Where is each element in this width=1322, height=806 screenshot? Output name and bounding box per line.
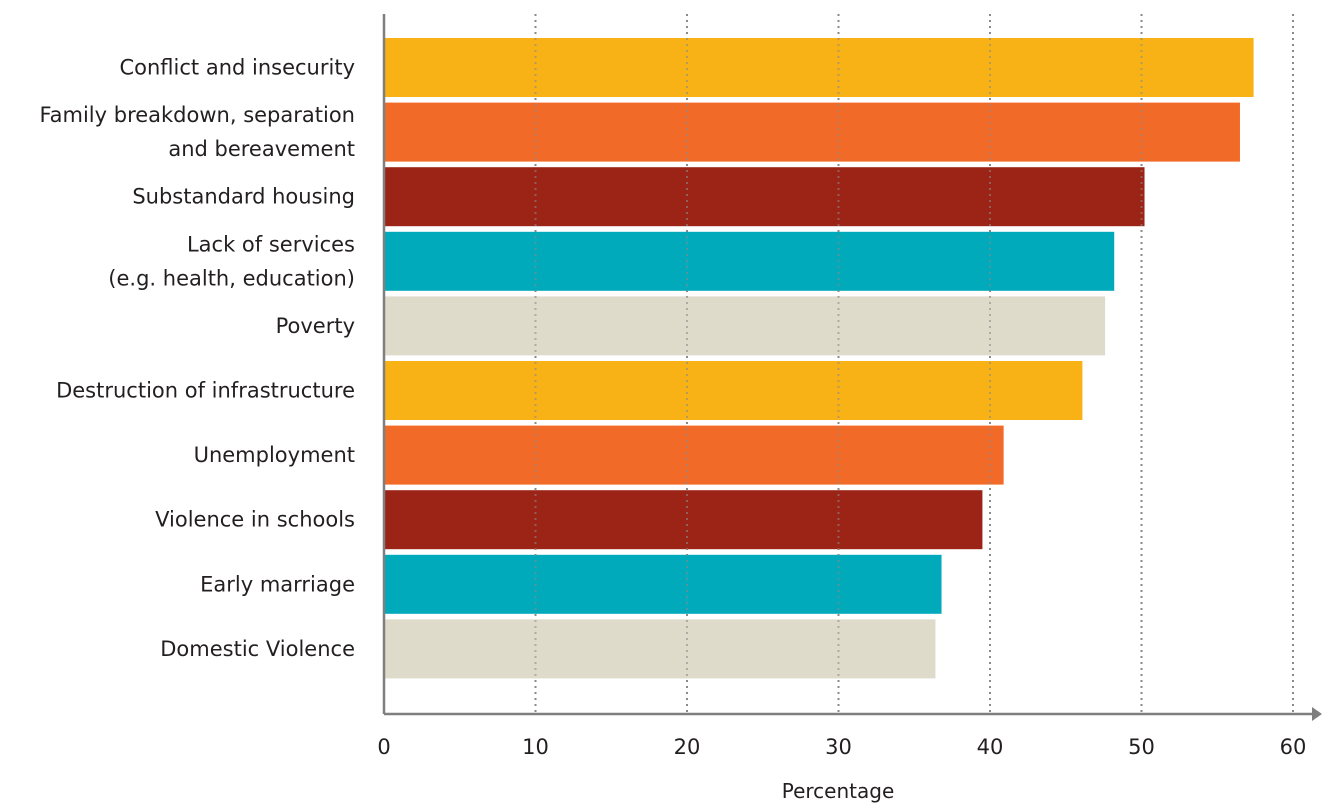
category-labels: Conflict and insecurity Family breakdown,… — [39, 56, 355, 661]
bar-9 — [384, 619, 936, 679]
bar-1 — [384, 102, 1240, 162]
x-tick-labels: 0 10 20 30 40 50 60 — [377, 735, 1306, 759]
category-label: Substandard housing — [132, 185, 355, 209]
bars — [384, 14, 1294, 714]
category-label: Family breakdown, separation and bereavem… — [39, 103, 355, 161]
category-label: Conflict and insecurity — [119, 56, 355, 80]
bar-2 — [384, 167, 1145, 227]
bar-0 — [384, 38, 1254, 97]
x-tick-label: 60 — [1280, 735, 1307, 759]
x-axis-title: Percentage — [782, 779, 895, 803]
category-label: Unemployment — [194, 443, 355, 467]
category-label: Violence in schools — [155, 508, 355, 532]
x-tick-label: 30 — [825, 735, 852, 759]
x-tick-label: 10 — [522, 735, 549, 759]
bar-3 — [384, 231, 1115, 291]
bar-8 — [384, 554, 942, 614]
category-label: Poverty — [276, 314, 355, 338]
x-tick-label: 40 — [977, 735, 1004, 759]
axes — [382, 14, 1322, 721]
bar-5 — [384, 361, 1083, 420]
category-label: Early marriage — [200, 572, 355, 596]
category-label: Lack of services (e.g. health, education) — [108, 232, 355, 290]
bar-4 — [384, 296, 1106, 356]
x-tick-label: 50 — [1128, 735, 1155, 759]
category-label: Domestic Violence — [160, 637, 355, 661]
x-tick-label: 20 — [674, 735, 701, 759]
x-tick-label: 0 — [377, 735, 390, 759]
category-label: Destruction of infrastructure — [56, 379, 355, 403]
x-axis-arrow-icon — [1312, 707, 1322, 721]
bar-6 — [384, 425, 1004, 485]
bar-7 — [384, 490, 983, 550]
